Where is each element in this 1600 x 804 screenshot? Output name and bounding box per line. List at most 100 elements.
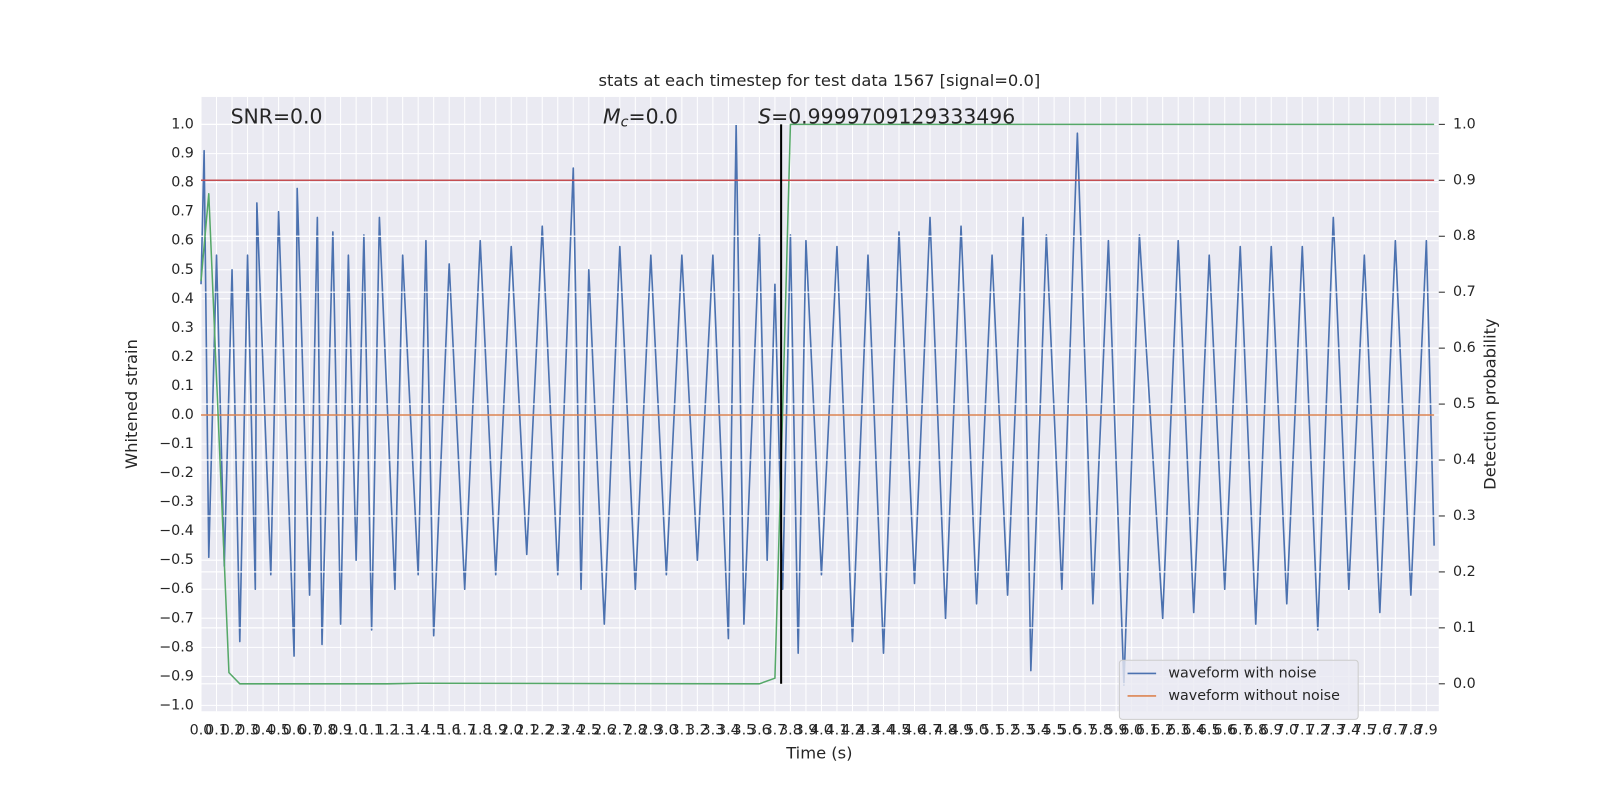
y-tick-label: 0.7 [171,204,194,220]
x-tick-label: 4.3 [857,723,880,739]
x-tick-label: 3.9 [795,723,818,739]
y-tick-label: 0.9 [171,146,194,162]
x-tick-label: 6.9 [1260,723,1283,739]
annotation: S=0.9999709129333496 [758,104,1015,128]
x-tick-label: 6.6 [1213,723,1236,739]
annotation: SNR=0.0 [231,104,323,128]
x-tick-label: 2.1 [515,723,538,739]
x-tick-label: 0.0 [190,723,213,739]
x-tick-label: 6.7 [1229,723,1252,739]
x-tick-label: 5.1 [981,723,1004,739]
x-tick-label: 6.4 [1182,723,1205,739]
x-tick-label: 7.1 [1291,723,1314,739]
x-tick-label: 3.8 [779,723,802,739]
x-tick-label: 3.0 [655,723,678,739]
y-tick-label: 0.2 [171,349,194,365]
x-tick-label: 7.4 [1337,723,1360,739]
y-tick-label: 0.4 [171,291,194,307]
x-tick-label: 0.7 [298,723,321,739]
x-tick-label: 1.9 [484,723,507,739]
y2-tick-label: 0.3 [1453,508,1476,524]
x-tick-label: 4.9 [950,723,973,739]
x-tick-label: 2.5 [577,723,600,739]
x-tick-label: 4.7 [919,723,942,739]
x-tick-label: 5.5 [1043,723,1066,739]
x-tick-label: 2.7 [608,723,631,739]
x-tick-label: 7.8 [1400,723,1423,739]
y-tick-label: −0.3 [159,494,194,510]
y-tick-label: 0.5 [171,262,194,278]
annotation-text: SNR=0.0 [231,104,323,128]
x-tick-label: 1.0 [345,723,368,739]
x-tick-label: 3.4 [717,723,740,739]
x-tick-label: 1.8 [469,723,492,739]
y-tick-label: −0.6 [159,581,194,597]
legend-label: waveform with noise [1168,665,1316,681]
annotation-text: =0.0 [628,104,678,128]
x-tick-label: 0.4 [252,723,275,739]
x-tick-label: 4.6 [903,723,926,739]
x-tick-label: 2.8 [624,723,647,739]
x-tick-label: 3.2 [686,723,709,739]
x-tick-label: 2.3 [546,723,569,739]
x-tick-label: 5.4 [1027,723,1050,739]
y2-tick-label: 0.8 [1453,228,1476,244]
y-tick-label: −1.0 [159,697,194,713]
annotation-text: =0.9999709129333496 [771,104,1015,128]
x-tick-label: 6.0 [1120,723,1143,739]
x-tick-label: 0.5 [267,723,290,739]
y2-tick-label: 0.1 [1453,620,1476,636]
x-tick-label: 3.5 [733,723,756,739]
annotation-symbol: S [758,104,771,128]
x-tick-label: 4.2 [841,723,864,739]
x-tick-label: 6.3 [1167,723,1190,739]
x-tick-label: 2.6 [593,723,616,739]
x-tick-label: 4.4 [872,723,895,739]
y-tick-label: 0.6 [171,233,194,249]
x-tick-label: 0.3 [236,723,259,739]
y2-tick-label: 0.6 [1453,340,1476,356]
y-tick-label: 0.8 [171,175,194,191]
x-tick-label: 5.9 [1105,723,1128,739]
x-axis-label: Time (s) [785,744,852,763]
x-tick-label: 6.8 [1244,723,1267,739]
x-tick-label: 7.0 [1275,723,1298,739]
y2-tick-label: 0.7 [1453,284,1476,300]
x-tick-label: 1.4 [407,723,430,739]
x-tick-label: 0.8 [314,723,337,739]
x-tick-label: 7.7 [1384,723,1407,739]
x-tick-label: 6.5 [1198,723,1221,739]
y-tick-label: −0.7 [159,610,194,626]
x-tick-label: 5.8 [1089,723,1112,739]
y-tick-label: 1.0 [171,117,194,133]
y-tick-label: −0.1 [159,436,194,452]
x-tick-label: 1.6 [438,723,461,739]
x-tick-label: 7.5 [1353,723,1376,739]
y2-tick-label: 0.4 [1453,452,1476,468]
x-tick-label: 3.3 [702,723,725,739]
annotation-symbol: M [603,104,621,128]
legend: waveform with noise waveform without nois… [1118,659,1359,720]
x-tick-label: 5.2 [996,723,1019,739]
y-tick-label: −0.4 [159,523,194,539]
x-tick-label: 7.2 [1306,723,1329,739]
x-tick-label: 0.2 [221,723,244,739]
x-tick-label: 4.8 [934,723,957,739]
x-tick-label: 4.1 [826,723,849,739]
x-tick-label: 1.1 [360,723,383,739]
x-tick-label: 6.1 [1136,723,1159,739]
y-tick-label: −0.8 [159,639,194,655]
x-tick-label: 5.7 [1074,723,1097,739]
annotation-subscript: c [621,114,629,130]
x-tick-label: 0.9 [329,723,352,739]
x-tick-label: 2.4 [562,723,585,739]
x-tick-label: 5.3 [1012,723,1035,739]
series-line [200,123,1435,685]
y-tick-label: 0.0 [171,407,194,423]
y-tick-label: 0.1 [171,378,194,394]
y-tick-label: −0.2 [159,465,194,481]
x-tick-label: 2.9 [639,723,662,739]
x-tick-label: 4.5 [888,723,911,739]
x-tick-label: 2.0 [500,723,523,739]
